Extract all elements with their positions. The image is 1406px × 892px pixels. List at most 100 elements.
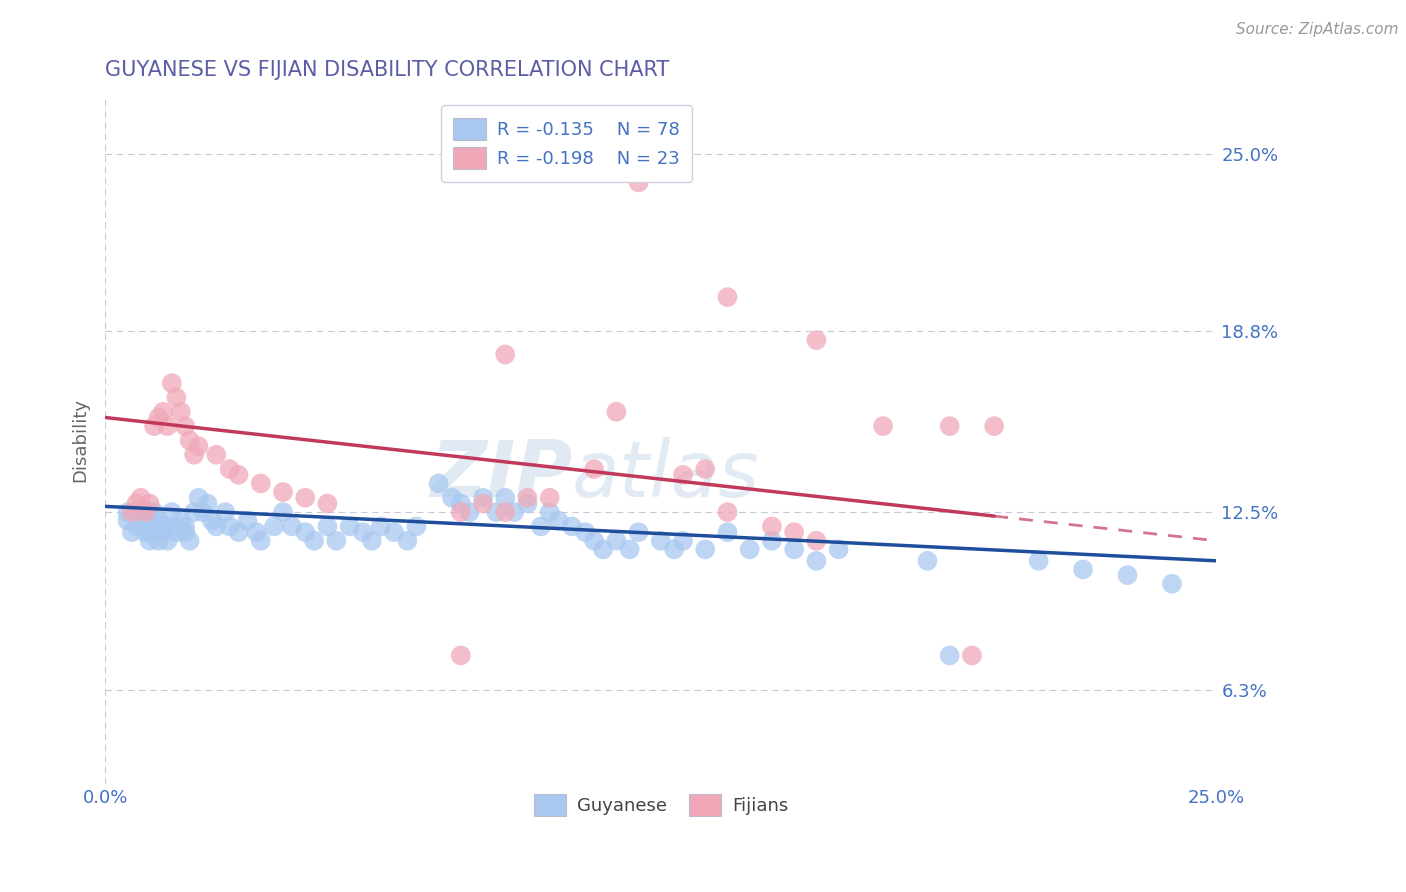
Point (458, 505, 481, 519)
Point (218, 519, 240, 533)
Point (143, 525, 166, 540)
Point (503, 505, 526, 519)
Text: ZIP: ZIP (430, 437, 572, 513)
Point (134, 505, 156, 519)
Point (516, 491, 538, 505)
Point (738, 542, 761, 557)
Point (716, 290, 738, 304)
Point (583, 533, 606, 548)
Point (316, 519, 339, 533)
Point (205, 519, 228, 533)
Point (361, 533, 384, 548)
Point (179, 434, 201, 448)
Point (538, 491, 561, 505)
Point (450, 648, 472, 663)
Point (302, 533, 325, 548)
Point (450, 496, 472, 510)
Point (160, 376, 183, 390)
Point (129, 514, 152, 528)
Point (917, 554, 939, 568)
Point (547, 514, 569, 528)
Point (281, 519, 304, 533)
Point (1161, 576, 1184, 591)
Point (1116, 568, 1139, 582)
Point (561, 519, 583, 533)
Point (672, 533, 695, 548)
Point (427, 476, 450, 491)
Point (214, 505, 236, 519)
Point (271, 485, 294, 500)
Point (339, 519, 361, 533)
Point (396, 533, 419, 548)
Point (271, 505, 294, 519)
Point (263, 519, 285, 533)
Point (143, 519, 166, 533)
Point (695, 462, 717, 476)
Point (716, 505, 738, 519)
Point (165, 525, 187, 540)
Legend: Guyanese, Fijians: Guyanese, Fijians (526, 787, 796, 823)
Point (183, 448, 205, 462)
Point (170, 514, 193, 528)
Point (619, 542, 641, 557)
Point (494, 347, 516, 361)
Point (121, 525, 143, 540)
Point (605, 405, 627, 419)
Point (530, 519, 553, 533)
Point (494, 491, 516, 505)
Point (125, 496, 148, 510)
Point (117, 505, 139, 519)
Point (605, 533, 627, 548)
Point (160, 505, 183, 519)
Point (485, 505, 508, 519)
Point (129, 505, 152, 519)
Point (761, 533, 783, 548)
Point (574, 525, 596, 540)
Point (152, 405, 174, 419)
Text: atlas: atlas (572, 437, 759, 513)
Point (450, 505, 472, 519)
Point (174, 519, 197, 533)
Point (205, 448, 228, 462)
Point (183, 505, 205, 519)
Point (672, 467, 695, 482)
Point (125, 519, 148, 533)
Point (938, 648, 960, 663)
Point (761, 519, 783, 533)
Point (138, 533, 160, 548)
Point (138, 505, 160, 519)
Point (872, 419, 894, 434)
Point (179, 533, 201, 548)
Point (440, 491, 463, 505)
Point (160, 519, 183, 533)
Point (783, 525, 806, 540)
Point (592, 542, 614, 557)
Point (352, 525, 374, 540)
Point (806, 554, 828, 568)
Point (472, 491, 495, 505)
Point (228, 525, 250, 540)
Point (201, 514, 224, 528)
Point (370, 519, 392, 533)
Text: Source: ZipAtlas.com: Source: ZipAtlas.com (1236, 22, 1399, 37)
Point (627, 525, 650, 540)
Point (121, 505, 143, 519)
Point (662, 542, 685, 557)
Point (152, 519, 174, 533)
Point (152, 525, 174, 540)
Point (516, 496, 538, 510)
Point (960, 648, 983, 663)
Point (138, 496, 160, 510)
Point (134, 525, 156, 540)
Point (156, 419, 179, 434)
Point (1071, 562, 1094, 576)
Point (245, 525, 267, 540)
Point (983, 419, 1005, 434)
Point (170, 405, 193, 419)
Point (117, 514, 139, 528)
Point (134, 519, 156, 533)
Point (1028, 554, 1050, 568)
Point (249, 476, 271, 491)
Point (316, 496, 339, 510)
Point (249, 533, 271, 548)
